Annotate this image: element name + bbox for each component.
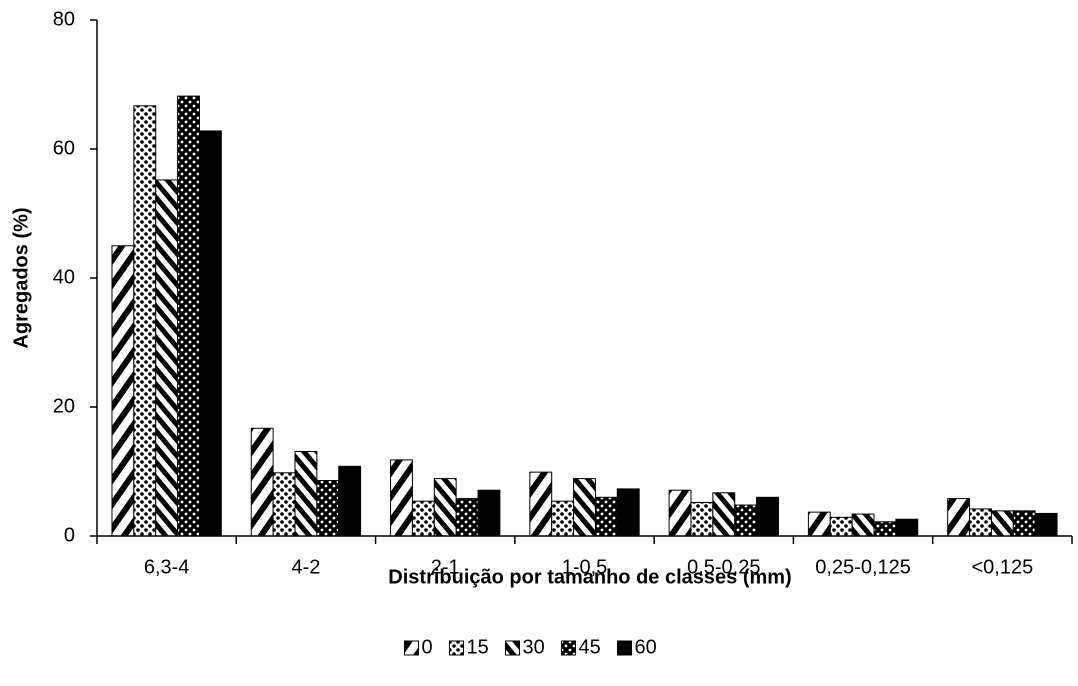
legend-swatch: [617, 640, 632, 656]
y-tick-label: 40: [53, 266, 75, 288]
bar: [690, 501, 714, 537]
legend-swatch: [449, 640, 464, 656]
legend-label: 60: [635, 636, 657, 658]
legend-label: 0: [422, 636, 433, 658]
bar: [990, 510, 1014, 537]
legend-label: 30: [523, 636, 545, 658]
x-tick-label: 2-1: [431, 556, 460, 578]
legend-swatch: [505, 640, 520, 656]
bar: [198, 130, 222, 537]
bar: [1012, 510, 1036, 537]
bar: [455, 498, 479, 537]
bar: [338, 465, 362, 537]
bar: [250, 427, 274, 537]
bar: [573, 478, 596, 537]
bar: [712, 492, 736, 537]
legend-swatch: [561, 640, 576, 656]
x-tick-label: 6,3-4: [144, 556, 190, 578]
bar: [133, 105, 157, 537]
bar: [551, 500, 575, 537]
x-tick-label: 1-0,5: [562, 556, 608, 578]
y-axis-title: Agregados (%): [10, 207, 32, 348]
bar: [756, 496, 779, 537]
bar: [616, 488, 640, 537]
bar: [390, 459, 413, 537]
bar: [594, 496, 618, 537]
y-tick-label: 0: [64, 524, 75, 546]
bar: [155, 179, 179, 537]
bar: [851, 513, 875, 537]
bar: [873, 521, 897, 537]
bar: [294, 451, 318, 537]
bar: [316, 480, 340, 537]
bar: [969, 508, 992, 537]
bar: [177, 95, 200, 537]
y-tick-label: 60: [53, 137, 75, 159]
bar: [734, 504, 758, 537]
x-tick-label: <0,125: [971, 556, 1033, 578]
legend-label: 45: [579, 636, 601, 658]
bar: [829, 516, 853, 537]
bar: [529, 471, 553, 537]
bar: [668, 489, 692, 537]
x-tick-label: 0,25-0,125: [815, 556, 911, 578]
x-tick-label: 4-2: [291, 556, 320, 578]
bar: [477, 489, 501, 537]
bar: [272, 472, 296, 537]
bar: [411, 500, 435, 537]
bar: [433, 478, 457, 537]
y-tick-label: 80: [53, 8, 75, 30]
x-axis-title: Distribuição por tamanho de classes (mm): [388, 566, 791, 588]
legend-swatch: [404, 640, 419, 656]
bar: [807, 511, 831, 537]
bar: [947, 498, 971, 537]
bar: [1034, 512, 1058, 537]
bar: [895, 518, 919, 537]
legend-label: 15: [467, 636, 489, 658]
x-tick-label: 0,5-0,25: [687, 556, 760, 578]
y-tick-label: 20: [53, 395, 75, 417]
bar: [111, 245, 135, 537]
